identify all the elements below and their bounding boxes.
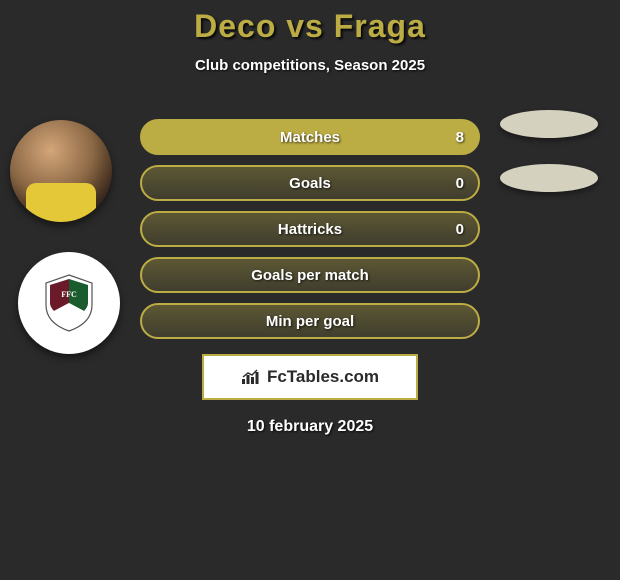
- page-title: Deco vs Fraga: [0, 8, 620, 45]
- stat-label: Hattricks: [278, 221, 342, 238]
- stat-row: Hattricks 0: [0, 206, 620, 252]
- subtitle: Club competitions, Season 2025: [0, 57, 620, 74]
- stat-label: Matches: [280, 129, 340, 146]
- stat-value: 0: [456, 175, 464, 192]
- source-logo-text: FcTables.com: [267, 367, 379, 387]
- chart-icon: [241, 369, 261, 385]
- stat-row: Goals 0: [0, 160, 620, 206]
- stat-label: Goals: [289, 175, 331, 192]
- stat-row: Goals per match: [0, 252, 620, 298]
- stat-pill-hattricks: Hattricks 0: [140, 211, 480, 247]
- stat-row: Matches 8: [0, 114, 620, 160]
- main-container: Deco vs Fraga Club competitions, Season …: [0, 0, 620, 436]
- date-text: 10 february 2025: [0, 418, 620, 436]
- stats-section: Matches 8 Goals 0 Hattricks 0 Goals per …: [0, 114, 620, 344]
- stat-label: Min per goal: [266, 313, 354, 330]
- stat-pill-goals-per-match: Goals per match: [140, 257, 480, 293]
- source-logo: FcTables.com: [202, 354, 418, 400]
- stat-value: 0: [456, 221, 464, 238]
- stat-value: 8: [456, 129, 464, 146]
- stat-pill-goals: Goals 0: [140, 165, 480, 201]
- stat-pill-matches: Matches 8: [140, 119, 480, 155]
- stat-pill-min-per-goal: Min per goal: [140, 303, 480, 339]
- stat-row: Min per goal: [0, 298, 620, 344]
- stat-label: Goals per match: [251, 267, 369, 284]
